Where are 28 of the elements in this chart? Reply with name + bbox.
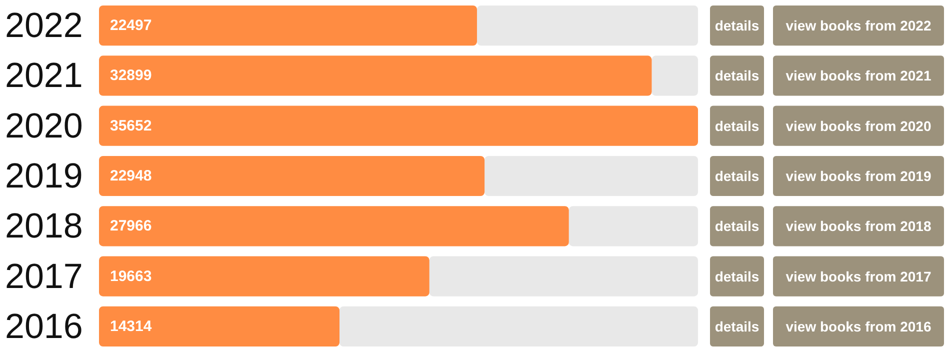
y-tick-label: 2020	[5, 106, 83, 146]
view-books-button: view books from 2021	[773, 56, 944, 96]
y-tick-label: 2021	[5, 56, 83, 96]
details-button: details	[710, 56, 764, 96]
details-button: details	[710, 106, 764, 146]
details-button: details	[710, 156, 764, 196]
data-label: 22497	[110, 17, 152, 34]
view-books-button: view books from 2020	[773, 106, 944, 146]
details-button: details	[710, 256, 764, 296]
data-label: 35652	[110, 117, 152, 134]
details-button: details	[710, 6, 764, 46]
data-label: 22948	[110, 168, 152, 184]
data-label: 27966	[110, 218, 152, 235]
y-tick-label: 2018	[5, 206, 83, 246]
data-label: 19663	[110, 268, 152, 285]
y-tick-label: 2016	[5, 306, 83, 346]
view-books-button: view books from 2018	[773, 206, 944, 246]
y-tick-label: 2022	[5, 6, 83, 46]
data-label: 14314	[110, 318, 152, 335]
y-tick-label: 2019	[5, 156, 83, 196]
y-tick-label: 2017	[5, 256, 83, 296]
view-books-button: view books from 2017	[773, 256, 944, 296]
details-button: details	[710, 206, 764, 246]
details-button: details	[710, 306, 764, 346]
view-books-button: view books from 2016	[773, 306, 944, 346]
view-books-button: view books from 2019	[773, 156, 944, 196]
data-label: 32899	[110, 67, 152, 84]
view-books-button: view books from 2022	[773, 6, 944, 46]
